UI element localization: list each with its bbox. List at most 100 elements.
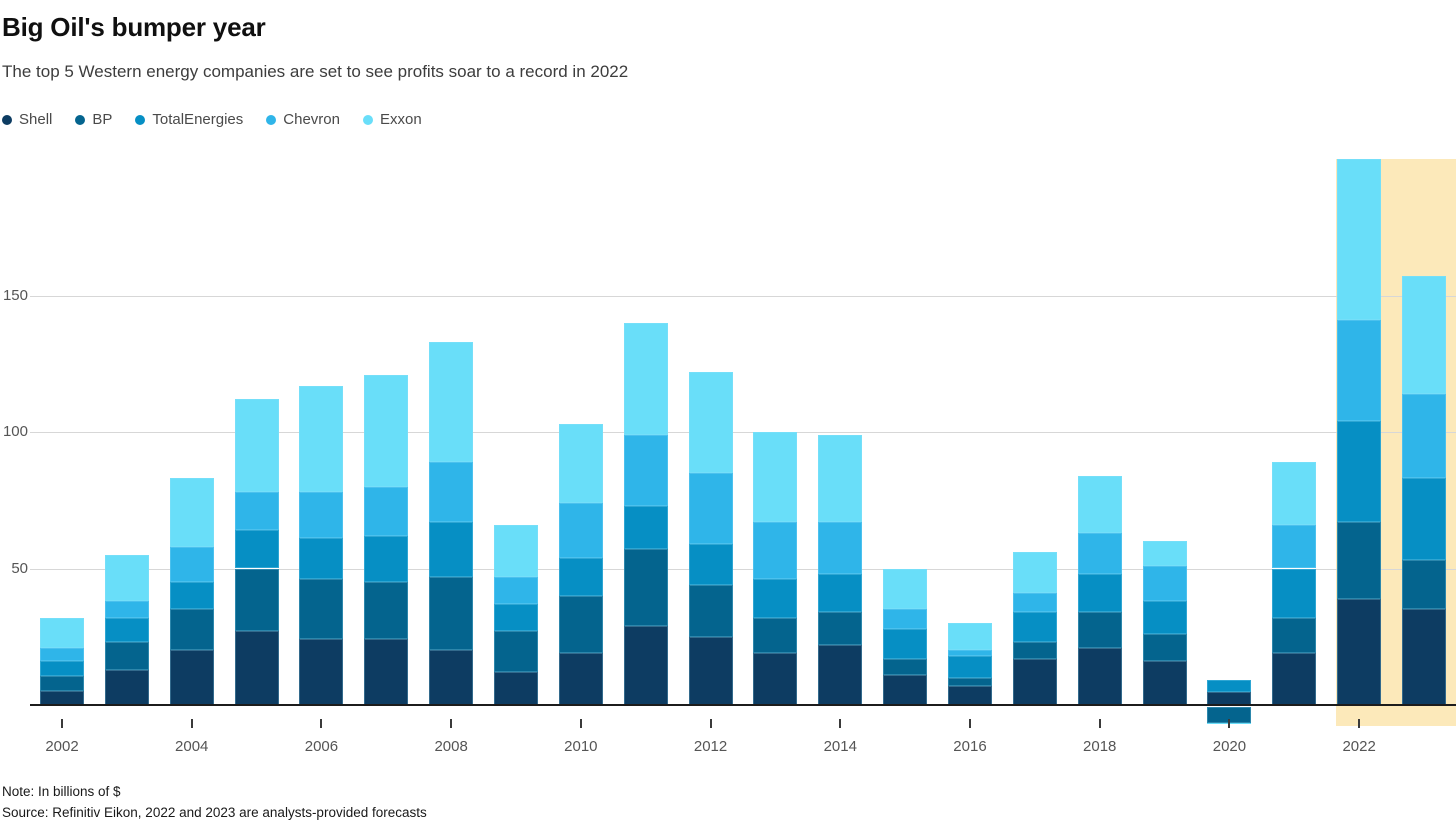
bar-segment-chevron-2005 bbox=[234, 492, 279, 531]
legend-label: Exxon bbox=[379, 111, 422, 128]
bar-segment-totalenergies-2018 bbox=[1077, 573, 1122, 613]
legend-dot-icon bbox=[362, 114, 373, 125]
bar-segment-shell-2009 bbox=[493, 672, 538, 705]
chart-note: Note: In billions of $ bbox=[2, 784, 121, 799]
bar-segment-bp-2015 bbox=[883, 658, 928, 675]
x-axis-label-2002: 2002 bbox=[45, 738, 79, 755]
bar-segment-totalenergies-2006 bbox=[299, 538, 344, 580]
bar-segment-bp-2022 bbox=[1337, 522, 1382, 599]
gridline-150 bbox=[30, 295, 1456, 297]
legend-item-totalenergies: TotalEnergies bbox=[135, 111, 243, 128]
bar-segment-exxon-2006 bbox=[299, 385, 344, 493]
bar-segment-exxon-2003 bbox=[104, 554, 149, 602]
bar-segment-bp-2009 bbox=[493, 631, 538, 673]
y-axis-label-100: 100 bbox=[2, 423, 28, 440]
bar-segment-totalenergies-2008 bbox=[429, 522, 474, 577]
bar-segment-chevron-2017 bbox=[1012, 593, 1057, 613]
bar-segment-shell-2010 bbox=[558, 653, 603, 705]
bar-segment-shell-2017 bbox=[1012, 658, 1057, 705]
bar-segment-chevron-2007 bbox=[364, 486, 409, 536]
bar-segment-totalenergies-2021 bbox=[1272, 568, 1317, 618]
legend-item-chevron: Chevron bbox=[266, 111, 340, 128]
x-tick-2006 bbox=[320, 719, 323, 728]
bar-segment-exxon-2016 bbox=[947, 623, 992, 651]
bar-segment-totalenergies-2016 bbox=[947, 655, 992, 678]
bar-segment-chevron-2019 bbox=[1142, 565, 1187, 602]
bar-segment-exxon-2013 bbox=[753, 432, 798, 523]
chart-source: Source: Refinitiv Eikon, 2022 and 2023 a… bbox=[2, 805, 427, 820]
bar-segment-chevron-2015 bbox=[883, 609, 928, 629]
bar-segment-shell-2011 bbox=[623, 625, 668, 705]
bar-segment-shell-2008 bbox=[429, 650, 474, 705]
bar-segment-totalenergies-2011 bbox=[623, 505, 668, 550]
bar-segment-totalenergies-2015 bbox=[883, 628, 928, 659]
bar-segment-shell-2003 bbox=[104, 669, 149, 705]
x-tick-2014 bbox=[839, 719, 842, 728]
bar-segment-shell-2002 bbox=[40, 691, 84, 705]
bar-segment-bp-2003 bbox=[104, 642, 149, 670]
bar-segment-chevron-2018 bbox=[1077, 533, 1122, 574]
bar-segment-shell-2004 bbox=[169, 650, 214, 705]
x-tick-2008 bbox=[450, 719, 453, 728]
bar-segment-exxon-2018 bbox=[1077, 475, 1122, 533]
bar-segment-totalenergies-2022 bbox=[1337, 421, 1382, 523]
bar-segment-bp-2007 bbox=[364, 582, 409, 640]
bar-segment-bp-2019 bbox=[1142, 634, 1187, 662]
x-tick-2016 bbox=[968, 719, 971, 728]
bar-segment-chevron-2016 bbox=[947, 650, 992, 656]
legend-item-exxon: Exxon bbox=[362, 111, 422, 128]
bar-segment-exxon-2008 bbox=[429, 341, 474, 463]
x-axis-label-2010: 2010 bbox=[564, 738, 598, 755]
bar-segment-bp-2010 bbox=[558, 595, 603, 654]
bar-segment-exxon-2011 bbox=[623, 322, 668, 435]
chart-legend: Shell BP TotalEnergies Chevron Exxon bbox=[2, 111, 422, 128]
y-axis-label-50: 50 bbox=[11, 559, 28, 577]
bar-segment-chevron-2022 bbox=[1337, 320, 1382, 422]
bar-segment-exxon-2017 bbox=[1012, 552, 1057, 594]
bar-segment-totalenergies-2014 bbox=[818, 573, 863, 613]
bar-segment-chevron-2002 bbox=[40, 647, 84, 662]
bar-segment-shell-2020 bbox=[1207, 691, 1252, 705]
x-axis-label-2008: 2008 bbox=[434, 738, 468, 755]
bar-segment-bp-2004 bbox=[169, 609, 214, 651]
x-axis-label-2006: 2006 bbox=[304, 738, 339, 755]
x-axis-label-2016: 2016 bbox=[953, 738, 987, 755]
legend-label: TotalEnergies bbox=[152, 111, 244, 128]
gridline-100 bbox=[30, 432, 1456, 433]
legend-label: Shell bbox=[19, 111, 53, 128]
x-tick-2004 bbox=[190, 719, 193, 728]
bar-segment-bp-2020 bbox=[1207, 707, 1252, 723]
bar-segment-chevron-2003 bbox=[104, 601, 149, 618]
legend-dot-icon bbox=[266, 114, 277, 125]
bar-segment-bp-2006 bbox=[299, 579, 344, 640]
bar-segment-bp-2008 bbox=[429, 576, 474, 651]
bar-segment-shell-2018 bbox=[1077, 647, 1122, 705]
bar-segment-chevron-2008 bbox=[429, 462, 474, 523]
bar-segment-shell-2019 bbox=[1142, 661, 1187, 705]
bar-segment-exxon-2019 bbox=[1142, 541, 1187, 566]
bar-segment-bp-2013 bbox=[753, 617, 798, 654]
x-tick-2012 bbox=[709, 719, 712, 728]
bar-segment-totalenergies-2004 bbox=[169, 582, 214, 610]
bar-segment-totalenergies-2003 bbox=[104, 617, 149, 643]
x-tick-2002 bbox=[61, 719, 63, 728]
bar-segment-bp-2018 bbox=[1077, 612, 1122, 648]
bar-segment-bp-2017 bbox=[1012, 642, 1057, 659]
bar-segment-exxon-2009 bbox=[493, 524, 538, 577]
bar-segment-totalenergies-2019 bbox=[1142, 601, 1187, 634]
bar-segment-exxon-2004 bbox=[169, 478, 214, 547]
legend-item-bp: BP bbox=[75, 111, 112, 128]
bar-segment-bp-2021 bbox=[1272, 617, 1317, 654]
x-tick-2020 bbox=[1228, 719, 1231, 728]
x-tick-2010 bbox=[579, 719, 582, 728]
x-axis-label-2020: 2020 bbox=[1212, 738, 1247, 755]
bar-segment-exxon-2007 bbox=[364, 374, 409, 487]
bar-segment-bp-2023 bbox=[1401, 560, 1446, 610]
bar-segment-shell-2013 bbox=[753, 653, 798, 705]
legend-dot-icon bbox=[2, 114, 12, 125]
bar-segment-exxon-2022 bbox=[1337, 159, 1382, 321]
gridline-50 bbox=[30, 568, 1456, 570]
bar-segment-shell-2014 bbox=[818, 644, 863, 705]
